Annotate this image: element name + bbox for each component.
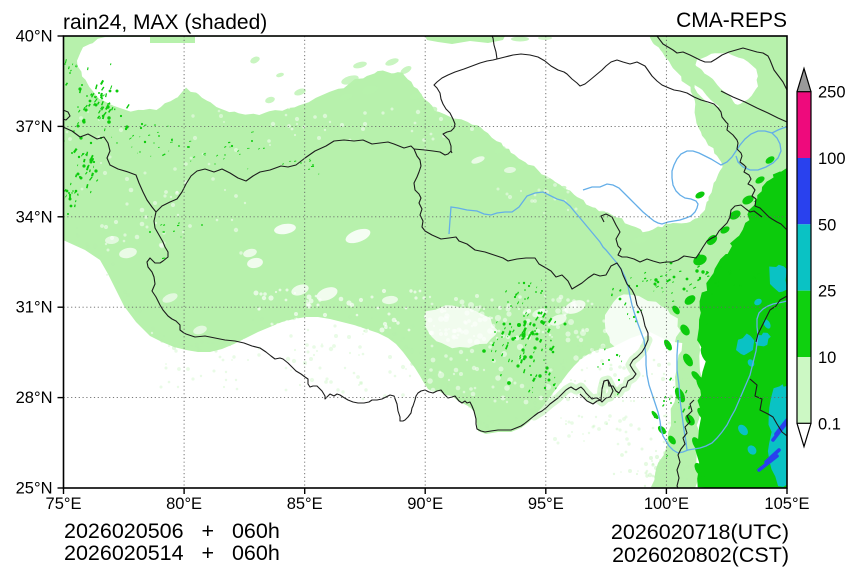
svg-text:25°N: 25°N <box>16 480 53 498</box>
svg-text:90°E: 90°E <box>407 495 443 513</box>
svg-text:37°N: 37°N <box>16 118 53 136</box>
svg-text:31°N: 31°N <box>16 299 53 317</box>
svg-text:0.1: 0.1 <box>818 415 841 433</box>
svg-text:2026020718(UTC): 2026020718(UTC) <box>611 520 789 544</box>
svg-text:34°N: 34°N <box>16 208 53 226</box>
svg-text:rain24, MAX (shaded): rain24, MAX (shaded) <box>63 11 267 34</box>
svg-text:105°E: 105°E <box>764 495 809 513</box>
svg-text:75°E: 75°E <box>46 495 82 513</box>
svg-text:40°N: 40°N <box>16 28 53 46</box>
svg-text:2026020802(CST): 2026020802(CST) <box>612 543 789 567</box>
svg-text:2026020506 + 060h: 2026020506 + 060h <box>64 519 280 543</box>
svg-text:100°E: 100°E <box>644 495 689 513</box>
svg-text:85°E: 85°E <box>287 495 323 513</box>
svg-text:80°E: 80°E <box>166 495 202 513</box>
svg-text:50: 50 <box>818 216 836 234</box>
svg-text:10: 10 <box>818 349 836 367</box>
svg-text:CMA-REPS: CMA-REPS <box>676 9 787 32</box>
svg-text:25: 25 <box>818 283 836 301</box>
svg-text:28°N: 28°N <box>16 389 53 407</box>
svg-text:95°E: 95°E <box>528 495 564 513</box>
svg-text:2026020514 + 060h: 2026020514 + 060h <box>64 541 280 565</box>
svg-text:100: 100 <box>818 150 846 168</box>
svg-text:250: 250 <box>818 84 846 102</box>
